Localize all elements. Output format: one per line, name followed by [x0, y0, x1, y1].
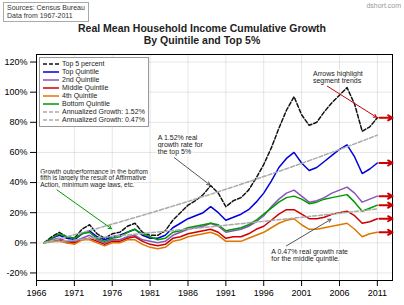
html-text:Real Mean Household Income Cum: Real Mean Household Income Cumulative Gr… — [78, 22, 326, 34]
svg-text:A 1.52% realgrowth rate forthe: A 1.52% realgrowth rate forthe top 5% — [158, 134, 204, 156]
svg-text:0%: 0% — [14, 238, 27, 248]
svg-text:2011: 2011 — [368, 288, 387, 298]
svg-text:60%: 60% — [9, 147, 27, 157]
html-text:2nd Quintile: 2nd Quintile — [62, 76, 100, 83]
svg-text:1991: 1991 — [216, 288, 236, 298]
svg-text:A 0.47% real growth ratefor th: A 0.47% real growth ratefor the middle q… — [271, 248, 348, 263]
html-text:By Quintile and Top 5%: By Quintile and Top 5% — [143, 34, 261, 46]
svg-text:40%: 40% — [9, 177, 27, 187]
html-text:Middle Quintile: Middle Quintile — [62, 84, 109, 91]
svg-text:1996: 1996 — [254, 288, 274, 298]
svg-text:1976: 1976 — [102, 288, 122, 298]
svg-text:-20%: -20% — [6, 268, 27, 278]
html-text:Bottom Quintile: Bottom Quintile — [62, 100, 110, 107]
svg-text:20%: 20% — [9, 208, 27, 218]
svg-text:Growth outperformance in the b: Growth outperformance in the bottomfifth… — [40, 168, 148, 189]
html-text:Annualized Growth: 1.52%: Annualized Growth: 1.52% — [62, 108, 145, 115]
html-text:4th Quintile: 4th Quintile — [62, 92, 98, 99]
svg-text:1986: 1986 — [178, 288, 198, 298]
html-text:Top 5 percent: Top 5 percent — [62, 60, 105, 67]
svg-text:1971: 1971 — [64, 288, 84, 298]
html-text:Annualized Growth: 0.47%: Annualized Growth: 0.47% — [62, 116, 145, 123]
html-text:Sources: Census Bureau Data fr: Sources: Census Bureau Data from 1967-20… — [7, 4, 85, 19]
svg-text:2006: 2006 — [329, 288, 349, 298]
svg-text:80%: 80% — [9, 117, 27, 127]
svg-text:1966: 1966 — [26, 288, 46, 298]
html-text:dshort.com: dshort.com — [366, 2, 401, 9]
svg-text:2001: 2001 — [292, 288, 312, 298]
svg-text:100%: 100% — [4, 87, 27, 97]
html-text:Top Quintile: Top Quintile — [62, 68, 99, 75]
svg-text:Arrows highlightsegment trends: Arrows highlightsegment trends — [313, 70, 363, 85]
svg-text:120%: 120% — [4, 57, 27, 67]
svg-text:1981: 1981 — [140, 288, 160, 298]
